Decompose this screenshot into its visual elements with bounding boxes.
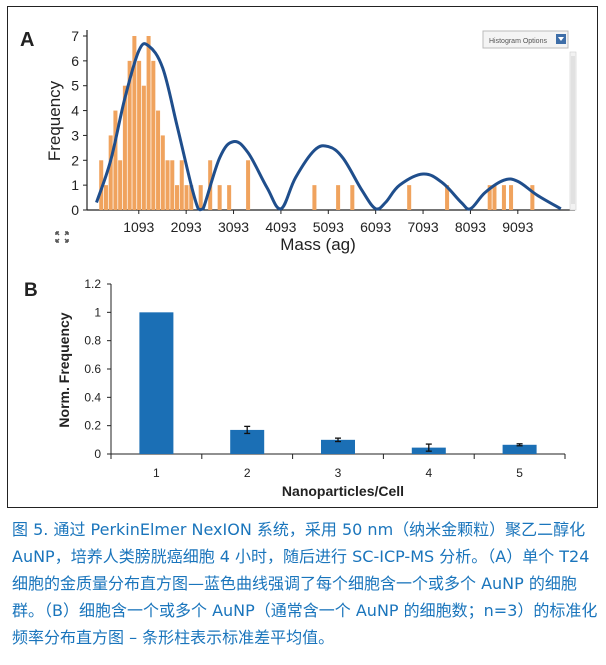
histogram-bar [146,36,151,210]
x-tick-label: 9093 [502,219,533,235]
y-tick-label: 2 [71,152,79,168]
x-tick-label: 3 [335,466,342,480]
histogram-options-label: Histogram Options [489,38,547,45]
histogram-bar [184,185,189,210]
x-tick-label: 5093 [313,219,344,235]
histogram-bar [122,85,127,210]
y-tick-label: 3 [71,127,79,143]
frequency-bar [321,439,355,454]
histogram-bar [108,135,113,210]
x-tick-label: 1 [153,466,160,480]
figure-caption: 图 5. 通过 PerkinElmer NexION 系统，采用 50 nm（纳… [12,520,598,647]
y-tick-label: 5 [71,78,79,94]
y-axis-label-a: Frequency [45,80,64,161]
x-tick-label: 8093 [455,219,486,235]
y-tick-label: 1 [71,177,79,193]
x-tick-label: 4093 [265,219,296,235]
frequency-bar [502,444,537,454]
histogram-bar [336,185,341,210]
y-axis-label-b: Norm. Frequency [56,312,72,427]
histogram-bar [492,185,497,210]
histogram-bar [217,185,222,210]
histogram-bar [501,185,506,210]
histogram-bar [141,85,146,210]
y-tick-label: 1 [94,305,101,319]
histogram-bar [175,185,180,210]
histogram-bar [103,185,108,210]
x-tick-label: 7093 [407,219,438,235]
x-tick-label: 1093 [123,219,154,235]
histogram-bar [165,160,170,210]
y-tick-label: 0 [71,202,79,218]
y-tick-label: 4 [71,103,79,119]
y-tick-label: 0.2 [84,419,101,433]
histogram-options-button[interactable]: Histogram Options [482,30,569,49]
histogram-bar [509,185,514,210]
panel-a-letter: A [20,29,34,51]
histogram-bar [127,60,132,210]
x-tick-label: 2093 [171,219,202,235]
x-tick-label: 6093 [360,219,391,235]
panel-b-letter: B [24,280,38,301]
x-axis-label-b: Nanoparticles/Cell [282,483,404,499]
histogram-bar [118,160,123,210]
scrollbar[interactable] [569,51,577,211]
bar-chart-panel-b: B 0 0.2 0.4 0.6 0.8 1 1.2 1 2 3 4 5 Norm. Frequenc… [24,277,566,499]
x-tick-label: 3093 [218,219,249,235]
histogram-bar [198,185,203,210]
y-tick-label: 6 [71,53,79,69]
histogram-bar [189,185,194,210]
y-tick-label: 1.2 [84,277,101,291]
histogram-bar [137,60,142,210]
histogram-bar [160,135,165,210]
frequency-bar [139,312,174,454]
histogram-bar [350,185,355,210]
histogram-bar [530,185,535,210]
fit-curve [95,42,562,212]
histogram-bar [445,185,450,210]
histogram-bar [179,160,184,210]
histogram-bar [170,160,175,210]
y-tick-label: 0.4 [84,390,101,404]
histogram-bar [487,185,492,210]
histogram-bar [156,110,161,210]
y-tick-label: 0.8 [84,334,101,348]
histogram-panel-a: A 0 1 2 3 4 5 6 7 1093 2093 3093 4093 5093 6093 7093 8… [20,28,577,254]
histogram-bar [227,185,232,210]
y-tick-label: 7 [71,28,79,44]
histogram-bar [151,60,156,210]
x-axis-label-a: Mass (ag) [280,235,356,254]
figure-frame [7,6,598,508]
y-tick-label: 0.6 [84,362,101,376]
y-tick-label: 0 [94,447,101,461]
expand-icon[interactable] [55,231,69,243]
histogram-bar [132,36,137,210]
histogram-bar [312,185,317,210]
histogram-bar [407,185,412,210]
x-tick-label: 5 [516,466,523,480]
x-tick-label: 4 [425,466,432,480]
histogram-bar [113,110,118,210]
x-tick-label: 2 [244,466,251,480]
histogram-bar [246,160,251,210]
